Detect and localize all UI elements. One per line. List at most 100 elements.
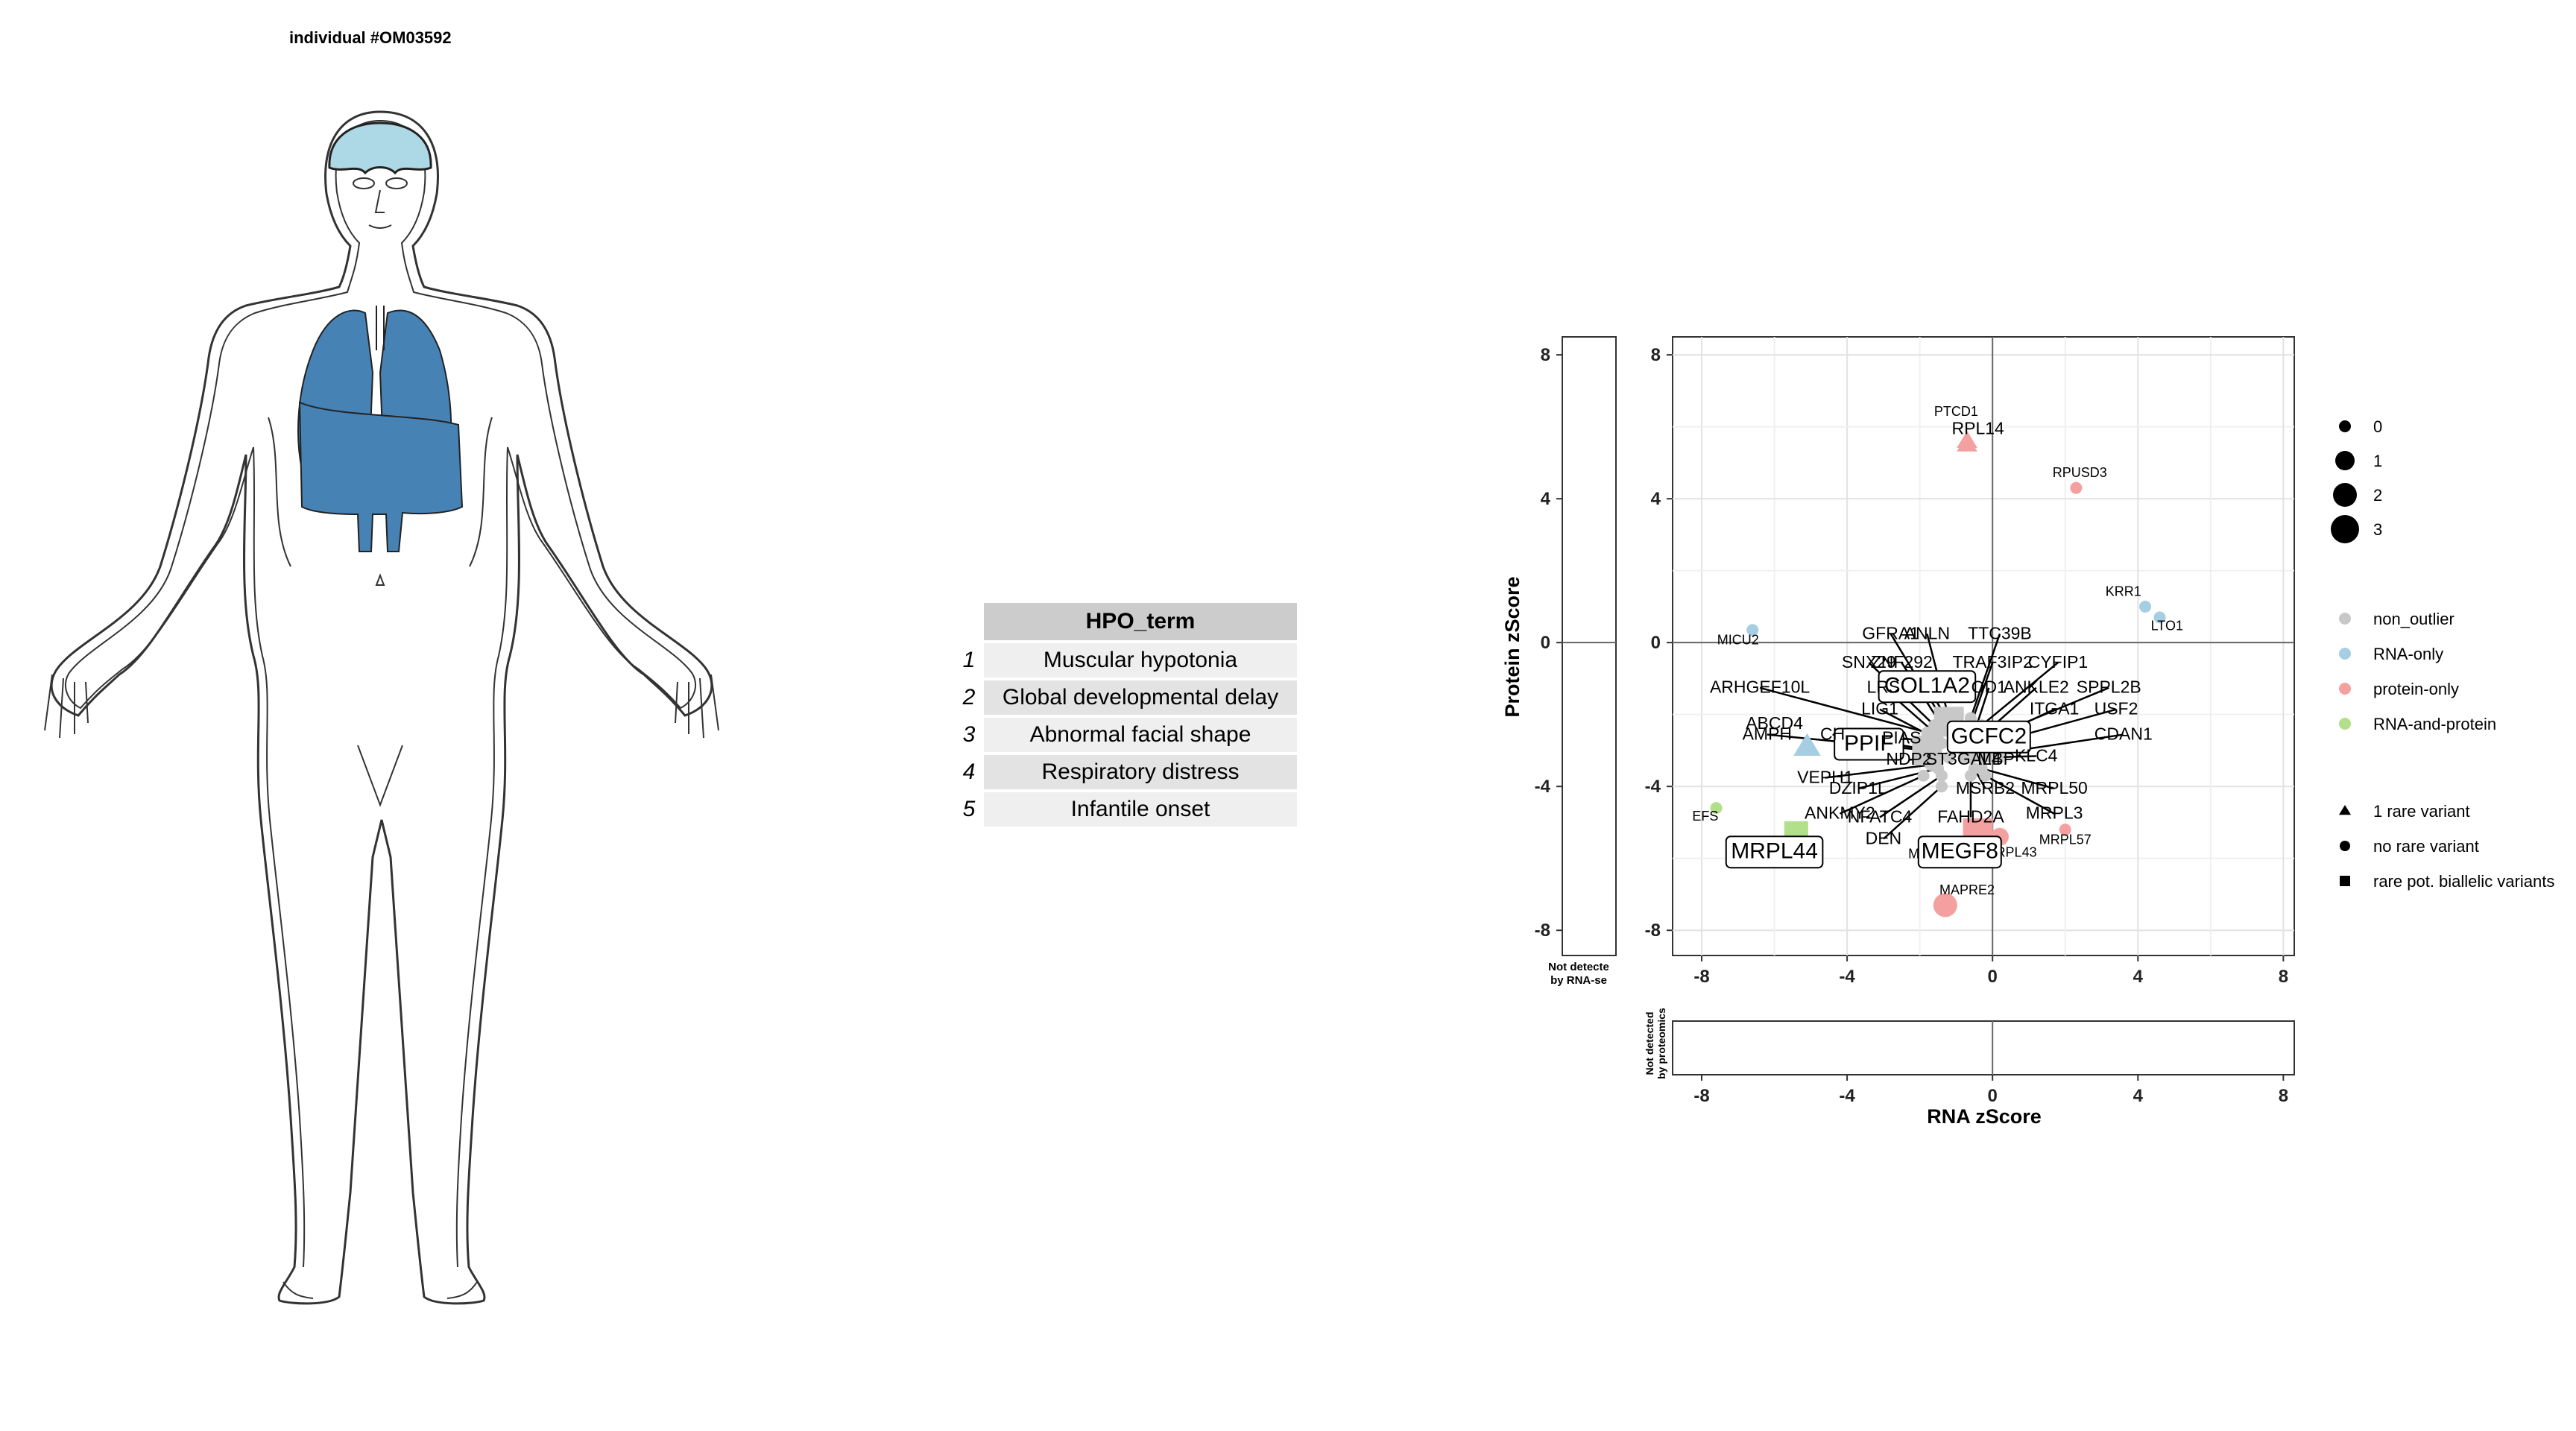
navel xyxy=(375,573,385,586)
legend-size-label: 1 xyxy=(2373,452,2382,470)
legend-shape-label: 1 rare variant xyxy=(2373,802,2470,821)
gene-label: MRPL57 xyxy=(2039,832,2092,847)
y-tick-label: 8 xyxy=(1651,345,1661,365)
data-point xyxy=(1964,751,1977,764)
head-outline xyxy=(50,110,713,1305)
hpo-term-cell: Global developmental delay xyxy=(984,680,1297,715)
label-leader-line xyxy=(1984,774,2055,815)
gene-label: NDP2 xyxy=(1886,749,1931,768)
x-tick-label: 4 xyxy=(2133,967,2144,987)
x-tick-label: 4 xyxy=(2133,1086,2144,1106)
torso-lines xyxy=(268,417,493,807)
legend-color-symbol xyxy=(2339,648,2351,660)
gene-label-box xyxy=(1725,835,1824,869)
gene-label: MEGF8 xyxy=(1922,839,1998,864)
legend-color-label: non_outlier xyxy=(2373,610,2455,628)
x-tick-label: -8 xyxy=(1693,967,1709,987)
gene-label: MSRB2 xyxy=(1956,778,2015,797)
x-tick-label: 0 xyxy=(1988,1086,1998,1106)
gene-label: SNX29 xyxy=(1842,652,1896,672)
x-tick-label: 8 xyxy=(2279,1086,2288,1106)
gene-label: ANLN xyxy=(1904,623,1950,642)
gene-label: MRPL44 xyxy=(1731,839,1818,864)
gene-label: MRPL50 xyxy=(2021,778,2087,797)
gene-label: RPUSD3 xyxy=(2053,465,2107,480)
label-leader-line xyxy=(1883,786,1942,840)
data-point xyxy=(2059,824,2071,836)
gene-label: DEN xyxy=(1866,828,1902,847)
gene-label: OD1 xyxy=(1972,677,2007,697)
y-tick-label: -4 xyxy=(1645,777,1661,797)
legend-color-symbol xyxy=(2339,718,2351,730)
left-hand xyxy=(44,674,89,739)
data-point xyxy=(1917,769,1930,782)
legend-size-symbol xyxy=(2331,515,2359,543)
hpo-term-cell: Respiratory distress xyxy=(984,755,1297,789)
data-point xyxy=(1935,737,1948,750)
gene-label: ARHGEF10L xyxy=(1710,677,1810,697)
feet xyxy=(282,1281,478,1299)
gene-label: PPIF xyxy=(1844,731,1894,756)
right-eye xyxy=(385,177,408,189)
table-row: 2 Global developmental delay xyxy=(954,680,1297,715)
gene-label: GCFC2 xyxy=(1951,724,2027,748)
gene-label: TTC39B xyxy=(1968,623,2032,642)
gene-label: RPL14 xyxy=(1952,418,2005,437)
row-number: 1 xyxy=(962,648,976,672)
y-tick-label: 4 xyxy=(1651,489,1661,509)
y-tick-label: -8 xyxy=(1535,920,1550,941)
table-row: 4 Respiratory distress xyxy=(954,755,1297,789)
gene-label: ANKLE2 xyxy=(2004,677,2069,697)
gene-label: LTO1 xyxy=(2151,618,2183,633)
legend-color-label: protein-only xyxy=(2373,680,2459,698)
hpo-term-cell: Muscular hypotonia xyxy=(984,643,1297,677)
gene-label: USF2 xyxy=(2094,699,2138,718)
legend-size-symbol xyxy=(2335,451,2355,470)
legend-color-symbol xyxy=(2339,613,2351,625)
data-point xyxy=(1746,624,1759,636)
gene-label: SPPL2B xyxy=(2077,677,2141,697)
y-tick-label: 0 xyxy=(1651,633,1661,653)
table-row: 3 Abnormal facial shape xyxy=(954,718,1297,752)
gene-label: ITGA1 xyxy=(2030,699,2079,718)
data-point xyxy=(1942,751,1955,764)
gene-label: TRAF3IP2 xyxy=(1953,652,2033,672)
gene-label-box xyxy=(1878,670,1977,704)
data-point xyxy=(1975,751,1988,764)
legend-shape-label: rare pot. biallelic variants xyxy=(2373,872,2554,891)
gene-label-box xyxy=(1917,835,2002,869)
gene-label: MICU2 xyxy=(1717,633,1759,648)
data-point xyxy=(1935,780,1948,793)
legend-color-symbol xyxy=(2339,683,2351,695)
x-tick-label: -4 xyxy=(1839,1086,1855,1106)
gene-label: AMPH xyxy=(1743,724,1792,743)
table-row: 5 Infantile onset xyxy=(954,792,1297,827)
individual-title: individual #OM03592 xyxy=(289,28,452,47)
gene-label: DZIP1L xyxy=(1829,778,1887,797)
label-leader-line xyxy=(1981,767,2055,790)
gene-label: LRS xyxy=(1867,677,1901,697)
hpo-term-table: HPO_term 1 Muscular hypotonia 2 Global d… xyxy=(954,600,1297,830)
data-point xyxy=(1979,769,1992,782)
plot-axes: -8 -8 -4 -4 0 0 4 4 8 8 -8 -8 -4 -4 0 0 4 4 8 8 xyxy=(1535,337,2294,1106)
legend-shape-symbol xyxy=(2340,876,2350,886)
gene-label: ZNF292 xyxy=(1871,652,1933,672)
data-point xyxy=(1964,769,1977,782)
legend-color-label: RNA-and-protein xyxy=(2373,715,2496,733)
legend-shape-label: no rare variant xyxy=(2373,837,2479,856)
y-tick-label: 8 xyxy=(1541,345,1550,365)
gene-label: CDAN1 xyxy=(2094,724,2153,743)
data-point xyxy=(1710,802,1723,815)
x-tick-label: 0 xyxy=(1988,967,1998,987)
diaphragm xyxy=(298,401,464,552)
gene-label: LIG1 xyxy=(1861,699,1898,718)
data-point xyxy=(1793,733,1821,756)
gene-label: GFRA1 xyxy=(1862,623,1919,642)
x-tick-label: -4 xyxy=(1839,967,1855,987)
bottom-panel-label: Not detectedby proteomics xyxy=(1644,1008,1667,1079)
gene-label: MRPL3 xyxy=(2026,803,2083,823)
gene-label: KRR1 xyxy=(2106,584,2141,598)
chart-legend: 0 1 2 3 non_outlier RNA-only protein-only RNA-a… xyxy=(2331,417,2554,891)
x-tick-label: -8 xyxy=(1693,1086,1709,1106)
